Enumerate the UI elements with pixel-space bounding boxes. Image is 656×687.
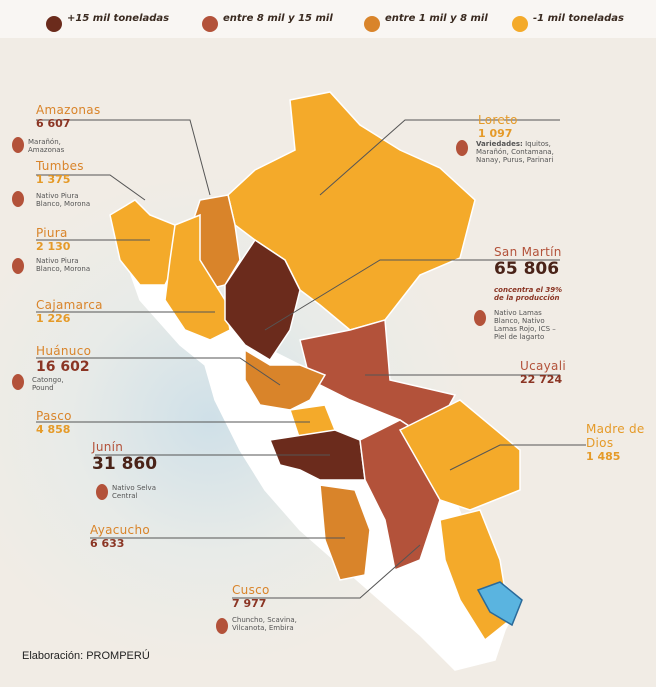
regions [109, 91, 523, 671]
region-cajamarca [164, 213, 231, 341]
region-name: Madre de Dios [586, 422, 645, 450]
leader [232, 544, 421, 599]
region-value: 6 633 [90, 536, 125, 550]
region-name: Cajamarca [36, 298, 103, 312]
region-name: Ayacucho [90, 523, 150, 537]
region-varieties: Nativo Selva Central [112, 484, 156, 501]
region-huanuco [244, 348, 327, 411]
legend-swatch [46, 16, 62, 32]
region-name: Tumbes [36, 159, 84, 173]
icon [96, 484, 108, 500]
region-value: 16 602 [36, 358, 90, 375]
region-name: Pasco [36, 409, 72, 423]
region-value: 22 724 [520, 372, 563, 386]
region-value: 4 858 [36, 422, 71, 436]
region-name: Piura [36, 226, 68, 240]
region-varieties: Catongo, Pound [32, 376, 64, 393]
legend-label: -1 mil toneladas [533, 13, 624, 24]
region-ayacucho [319, 484, 371, 581]
region-value: 7 977 [232, 596, 267, 610]
leader [319, 119, 560, 196]
icon [12, 374, 24, 390]
legend-swatch [512, 16, 528, 32]
region-value: 2 130 [36, 239, 71, 253]
legend-label: entre 8 mil y 15 mil [223, 13, 333, 24]
region-name: Junín [92, 440, 124, 454]
region-name: San Martín [494, 245, 562, 259]
region-value: 65 806 [494, 258, 560, 279]
region-value: 1 226 [36, 311, 71, 325]
region-name: Huánuco [36, 344, 92, 358]
region-varieties: Nativo Piura Blanco, Morona [36, 257, 91, 274]
cacao-icons [12, 137, 486, 634]
icon [12, 258, 24, 274]
legend-label: entre 1 mil y 8 mil [385, 13, 488, 24]
region-note: concentra el 39% de la producción [494, 286, 563, 303]
region-value: 1 375 [36, 172, 71, 186]
icon [216, 618, 228, 634]
region-varieties: Iquitos, Marañón, Contamana, Nanay, Puru… [476, 140, 554, 165]
region-value: 1 097 [478, 126, 513, 140]
lake-titicaca [476, 581, 523, 627]
region-varieties: Marañón, Amazonas [28, 138, 65, 155]
leader [36, 357, 281, 386]
leader [264, 259, 560, 331]
region-name: Loreto [478, 113, 518, 127]
region-value: 6 607 [36, 116, 71, 130]
region-name: Amazonas [36, 103, 101, 117]
region-name: Ucayali [520, 359, 566, 373]
legend-swatch [202, 16, 218, 32]
region-value: 31 860 [92, 453, 158, 474]
legend-swatch [364, 16, 380, 32]
icon [456, 140, 468, 156]
legend-label: +15 mil toneladas [67, 13, 170, 24]
region-varieties: Chuncho, Scavina, Vilcanota, Embira [232, 616, 297, 633]
region-madre-de-dios [398, 399, 521, 511]
region-varieties: Nativo Piura Blanco, Morona [36, 192, 91, 209]
icon [474, 310, 486, 326]
region-san-martin [224, 238, 301, 362]
source: Elaboración: PROMPERÚ [22, 650, 150, 662]
icon [12, 191, 24, 207]
leader [449, 444, 586, 471]
leader [36, 119, 211, 196]
legend-bar [0, 0, 656, 38]
icon [12, 137, 24, 153]
varieties-label: Variedades: [476, 140, 523, 148]
region-value: 1 485 [586, 449, 621, 463]
region-varieties: Nativo Lamas Blanco, Nativo Lamas Rojo, … [494, 309, 556, 342]
leader [36, 174, 146, 201]
region-name: Cusco [232, 583, 270, 597]
leader-lines [36, 119, 586, 599]
